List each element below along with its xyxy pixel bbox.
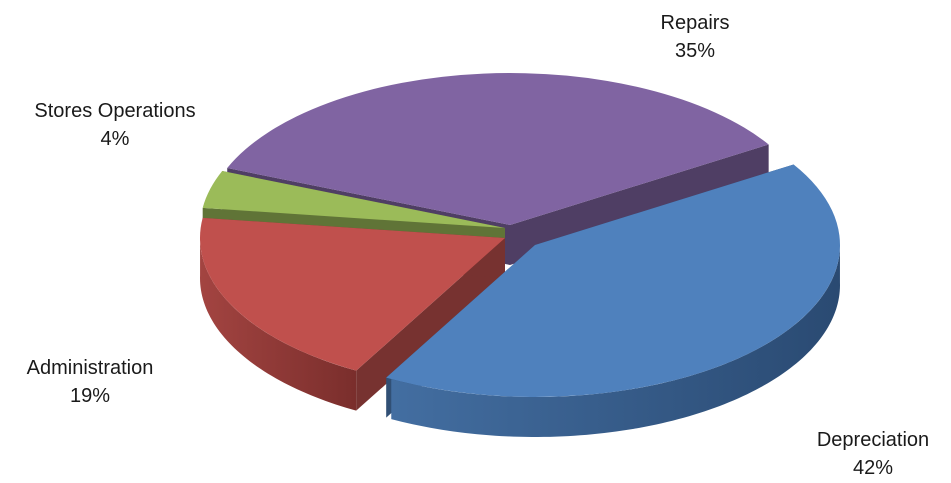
slice-label-repairs: Repairs 35% (660, 12, 730, 62)
slice-repairs (227, 72, 769, 225)
slice-label-stores-operations: Stores Operations 4% (34, 100, 196, 150)
slice-label-administration: Administration 19% (26, 357, 154, 407)
slice-side-administration (200, 235, 357, 411)
slice-side-depreciation (391, 242, 840, 437)
slice-administration (200, 217, 506, 371)
slice-depreciation (386, 164, 840, 398)
slice-label-depreciation: Depreciation 42% (816, 429, 930, 479)
slice-wall-administration-0 (356, 238, 505, 411)
slice-stores-operations (202, 171, 505, 228)
